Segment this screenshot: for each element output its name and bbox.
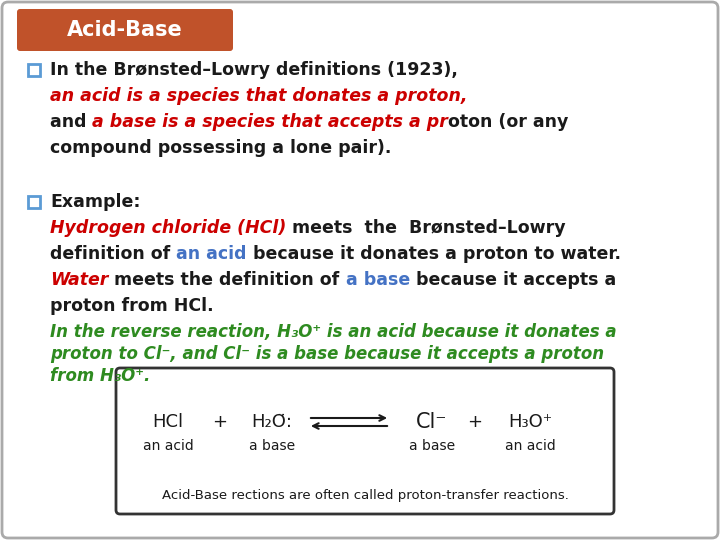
Bar [28, 64, 40, 76]
Text: Acid-Base: Acid-Base [67, 20, 183, 40]
Text: In the reverse reaction, H₃O⁺ is an acid because it donates a: In the reverse reaction, H₃O⁺ is an acid… [50, 323, 616, 341]
Bar [28, 196, 40, 208]
Text: meets the definition of: meets the definition of [109, 271, 346, 289]
Text: Acid-Base rections are often called proton-transfer reactions.: Acid-Base rections are often called prot… [161, 489, 568, 502]
Text: meets  the  Brønsted–Lowry: meets the Brønsted–Lowry [287, 219, 566, 237]
Text: HCl: HCl [153, 413, 184, 431]
Text: Water: Water [50, 271, 109, 289]
Text: proton to Cl⁻, and Cl⁻ is a base because it accepts a proton: proton to Cl⁻, and Cl⁻ is a base because… [50, 345, 604, 363]
Text: because it accepts a: because it accepts a [410, 271, 616, 289]
Text: +: + [212, 413, 228, 431]
Text: from H₃O⁺.: from H₃O⁺. [50, 367, 150, 385]
Text: an acid: an acid [176, 245, 247, 263]
Text: because it donates a proton to water.: because it donates a proton to water. [247, 245, 621, 263]
Text: a base: a base [409, 439, 455, 453]
Text: H₃O⁺: H₃O⁺ [508, 413, 552, 431]
Text: an acid is a species that donates a proton,: an acid is a species that donates a prot… [50, 87, 467, 105]
Text: a base is a species that accepts a pr: a base is a species that accepts a pr [92, 113, 449, 131]
Text: compound possessing a lone pair).: compound possessing a lone pair). [50, 139, 392, 157]
Text: an acid: an acid [505, 439, 555, 453]
Text: proton from HCl.: proton from HCl. [50, 297, 214, 315]
Text: and: and [50, 113, 92, 131]
Text: oton (or any: oton (or any [449, 113, 569, 131]
FancyBboxPatch shape [17, 9, 233, 51]
FancyBboxPatch shape [116, 368, 614, 514]
Text: definition of: definition of [50, 245, 176, 263]
Text: Hydrogen chloride (HCl): Hydrogen chloride (HCl) [50, 219, 287, 237]
Text: a base: a base [346, 271, 410, 289]
Text: a base: a base [249, 439, 295, 453]
Text: +: + [467, 413, 482, 431]
Text: Cl⁻: Cl⁻ [416, 412, 448, 432]
Text: In the Brønsted–Lowry definitions (1923),: In the Brønsted–Lowry definitions (1923)… [50, 61, 458, 79]
Text: H₂Ö:: H₂Ö: [251, 413, 292, 431]
Text: Example:: Example: [50, 193, 140, 211]
Text: an acid: an acid [143, 439, 194, 453]
